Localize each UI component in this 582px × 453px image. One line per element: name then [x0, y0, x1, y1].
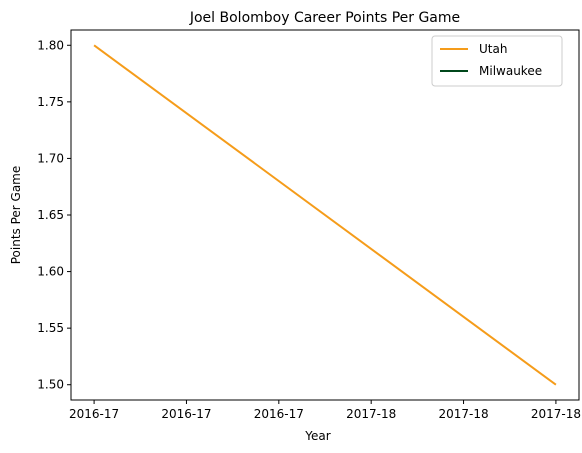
x-tick-label: 2017-18	[346, 407, 396, 421]
x-tick-label: 2017-18	[531, 407, 581, 421]
y-tick-label: 1.65	[37, 208, 64, 222]
y-tick-label: 1.60	[37, 265, 64, 279]
y-axis: 1.50 1.55 1.60 1.65 1.70 1.75 1.80	[37, 38, 71, 392]
x-tick-label: 2016-17	[69, 407, 119, 421]
x-tick-label: 2017-18	[438, 407, 488, 421]
y-tick-label: 1.50	[37, 378, 64, 392]
y-tick-label: 1.70	[37, 151, 64, 165]
series-line-utah	[93, 44, 557, 386]
legend: Utah Milwaukee	[431, 35, 563, 87]
x-axis: 2016-17 2016-17 2016-17 2017-18 2017-18 2017-…	[69, 400, 581, 421]
y-tick-label: 1.80	[37, 38, 64, 52]
legend-label-milwaukee: Milwaukee	[479, 64, 542, 78]
series-layer	[93, 44, 557, 386]
y-tick-label: 1.55	[37, 321, 64, 335]
legend-label-utah: Utah	[479, 42, 507, 56]
x-axis-label: Year	[304, 429, 330, 443]
y-axis-label: Points Per Game	[9, 166, 23, 265]
chart-title: Joel Bolomboy Career Points Per Game	[189, 10, 460, 26]
x-tick-label: 2016-17	[254, 407, 304, 421]
y-tick-label: 1.75	[37, 95, 64, 109]
x-tick-label: 2016-17	[161, 407, 211, 421]
